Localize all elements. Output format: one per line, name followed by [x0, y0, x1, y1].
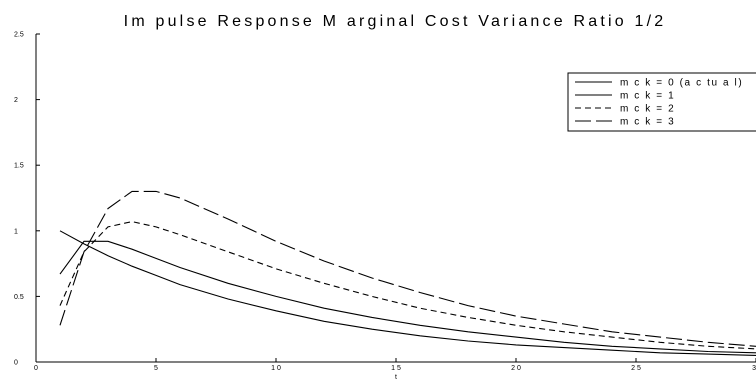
x-tick-label: 1 0 — [271, 365, 281, 372]
y-tick-label: 0 — [14, 360, 18, 367]
legend-label: m c k = 3 — [620, 117, 675, 128]
series-line-0 — [59, 230, 756, 356]
series-line-3 — [59, 190, 756, 347]
legend-box — [567, 72, 756, 132]
y-tick-label: 1.5 — [14, 163, 24, 170]
x-tick-label: 0 — [34, 365, 38, 372]
y-tick-label: 2 — [14, 97, 18, 104]
y-tick-label: 2.5 — [14, 32, 24, 39]
series-line-1 — [59, 240, 756, 354]
y-tick-label: 1 — [14, 228, 18, 235]
series-layer — [59, 190, 756, 356]
x-tick-label: 2 5 — [631, 365, 641, 372]
chart-title: Im pulse Response M arginal Cost Varianc… — [124, 13, 667, 30]
x-tick-label: 2 0 — [511, 365, 521, 372]
x-axis-label: t — [395, 374, 397, 381]
axes: 0 0.5 1 1.5 2 2.5 0 5 1 0 1 5 2 0 2 5 3 t — [14, 32, 756, 381]
legend-label: m c k = 2 — [620, 104, 675, 115]
y-tick-label: 0.5 — [14, 294, 24, 301]
series-line-2 — [59, 221, 756, 350]
x-tick-label: 5 — [154, 365, 158, 372]
legend-label: m c k = 0 (a c tu a l) — [620, 78, 743, 89]
x-tick-label: 3 — [752, 365, 756, 372]
x-tick-label: 1 5 — [391, 365, 401, 372]
legend: m c k = 0 (a c tu a l) m c k = 1 m c k = 2… — [567, 72, 756, 132]
legend-label: m c k = 1 — [620, 91, 675, 102]
